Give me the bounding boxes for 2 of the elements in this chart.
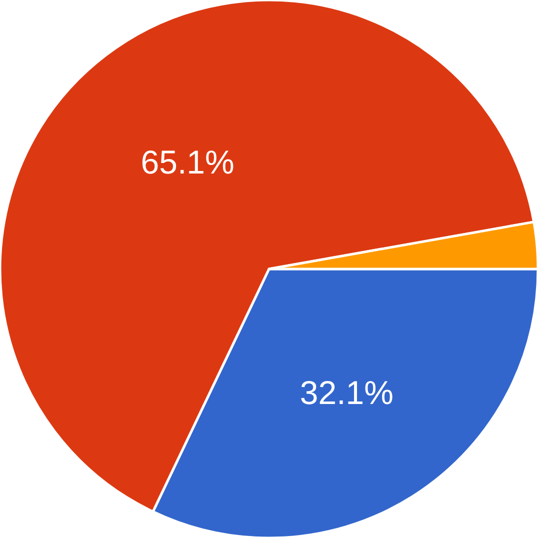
data-label: 65.1%	[140, 143, 234, 180]
data-label: 32.1%	[300, 374, 394, 411]
